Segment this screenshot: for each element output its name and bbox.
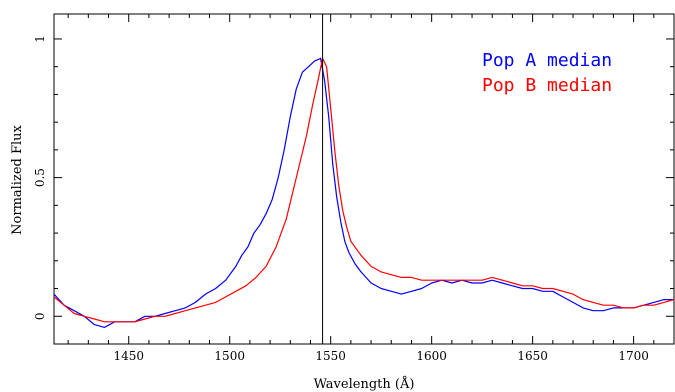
series-line-pop-b — [53, 57, 675, 323]
y-tick-label: 0.5 — [33, 168, 47, 187]
series-layer — [53, 57, 675, 328]
x-tick-label: 1550 — [315, 349, 346, 363]
x-axis-title: Wavelength (Å) — [314, 376, 415, 392]
x-tick-label: 1600 — [416, 349, 447, 363]
x-tick-label: 1450 — [113, 349, 144, 363]
x-tick-label: 1700 — [618, 349, 649, 363]
legend-pop-a: Pop A median — [482, 50, 612, 71]
y-tick-label: 0 — [33, 312, 47, 320]
y-tick-label: 1 — [33, 35, 47, 43]
y-axis-ticks: 00.51 — [33, 35, 674, 345]
y-axis-title: Normalized Flux — [10, 124, 25, 234]
x-axis-ticks: 1450 1500 1550 1600 1650 1700 — [67, 14, 675, 363]
legend-pop-b: Pop B median — [482, 75, 612, 96]
x-tick-label: 1500 — [214, 349, 245, 363]
x-tick-label: 1650 — [517, 349, 548, 363]
series-line-pop-a — [53, 57, 674, 328]
plot-frame — [53, 13, 675, 345]
